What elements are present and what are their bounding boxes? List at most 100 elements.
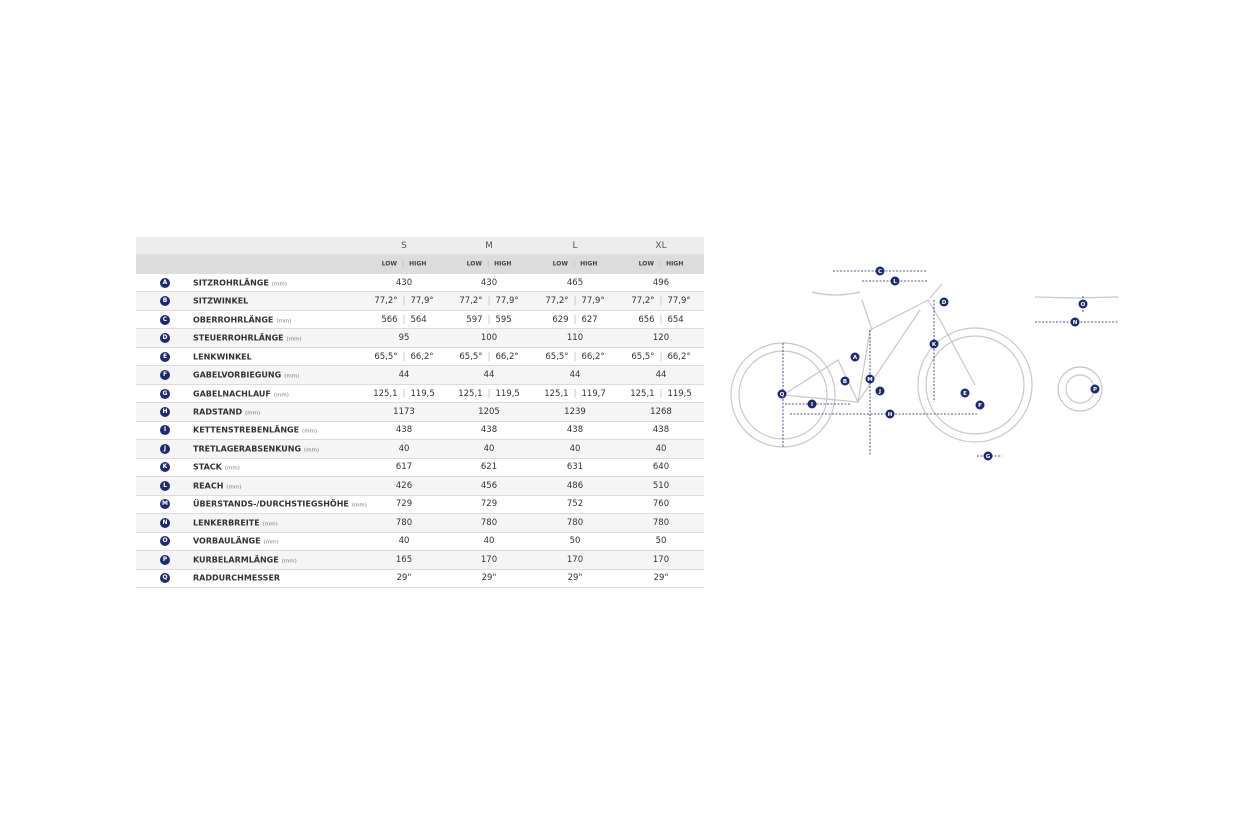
mode-labels: LOW | HIGH bbox=[639, 261, 684, 268]
value-cell: 170 bbox=[481, 555, 497, 565]
row-name-text: RADDURCHMESSER bbox=[193, 573, 281, 583]
value: 621 bbox=[480, 462, 498, 473]
value: 456 bbox=[480, 480, 498, 491]
diagram-label: D bbox=[942, 300, 947, 306]
value-cell: 656 | 654 bbox=[638, 315, 683, 325]
row-letter: H bbox=[160, 407, 170, 418]
value-cell: 640 bbox=[653, 462, 669, 472]
row-unit: (mm) bbox=[351, 502, 367, 509]
value: 1173 bbox=[393, 407, 415, 418]
row-name-text: VORBAULÄNGE bbox=[193, 536, 261, 546]
value: 752 bbox=[566, 499, 584, 510]
diagram-labels: A B C D E F G H I J K L M N O P Q bbox=[777, 266, 1100, 461]
label-dot bbox=[960, 388, 970, 398]
value-cell: 729 bbox=[396, 499, 412, 509]
value-cell: 65,5° | 66,2° bbox=[545, 352, 604, 362]
value: 29" bbox=[653, 573, 669, 584]
row-name: KETTENSTREBENLÄNGE (mm) bbox=[193, 426, 317, 435]
divider: | bbox=[658, 260, 662, 268]
table-row: I KETTENSTREBENLÄNGE (mm) 438 438 438 438 bbox=[136, 422, 704, 441]
row-name: SITZWINKEL bbox=[193, 297, 248, 306]
value: 65,5° bbox=[631, 351, 655, 362]
value-cell: 629 | 627 bbox=[552, 315, 597, 325]
table-row: G GABELNACHLAUF (mm) 125,1 | 119,5 125,1 | 119,5… bbox=[136, 385, 704, 404]
row-letter: I bbox=[160, 425, 170, 436]
row-unit: (mm) bbox=[245, 410, 261, 417]
value: 617 bbox=[395, 462, 413, 473]
value: 729 bbox=[395, 499, 413, 510]
value: 430 bbox=[395, 277, 413, 288]
value-cell: 40 bbox=[399, 444, 410, 454]
mode-labels: LOW | HIGH bbox=[553, 261, 598, 268]
row-letter: C bbox=[160, 314, 170, 325]
value-cell: 125,1 | 119,5 bbox=[373, 389, 435, 399]
value: 631 bbox=[566, 462, 584, 473]
value: 40 bbox=[569, 443, 581, 454]
diagram-label: Q bbox=[780, 392, 785, 398]
table-row: Q RADDURCHMESSER 29" 29" 29" 29" bbox=[136, 570, 704, 588]
row-name-text: OBERROHRLÄNGE bbox=[193, 315, 274, 325]
value: 44 bbox=[569, 370, 581, 381]
value: 44 bbox=[398, 370, 410, 381]
row-name: STEUERROHRLÄNGE (mm) bbox=[193, 334, 302, 343]
divider: | bbox=[573, 296, 577, 307]
diagram-label: F bbox=[978, 403, 982, 409]
value: 627 bbox=[581, 314, 598, 325]
row-letter: O bbox=[160, 536, 170, 547]
label-dot bbox=[777, 389, 787, 399]
row-letter: L bbox=[160, 480, 170, 491]
row-name-text: RADSTAND bbox=[193, 407, 243, 417]
row-name: RADDURCHMESSER bbox=[193, 574, 280, 583]
row-name: LENKERBREITE (mm) bbox=[193, 518, 278, 527]
value: 77,9° bbox=[581, 296, 605, 307]
table-row: O VORBAULÄNGE (mm) 40 40 50 50 bbox=[136, 533, 704, 552]
row-unit: (mm) bbox=[263, 539, 279, 546]
value: 65,5° bbox=[374, 351, 398, 362]
diagram-label: K bbox=[932, 342, 937, 348]
diagram-label: N bbox=[1073, 320, 1078, 326]
value: 77,2° bbox=[459, 296, 483, 307]
diagram-label: M bbox=[867, 377, 872, 383]
row-letter: N bbox=[160, 517, 170, 528]
dimension-lines bbox=[782, 270, 1118, 457]
mode-labels: LOW | HIGH bbox=[382, 261, 427, 268]
row-letter: F bbox=[160, 370, 170, 381]
row-letter: M bbox=[160, 499, 170, 510]
row-name: GABELNACHLAUF (mm) bbox=[193, 389, 289, 398]
divider: | bbox=[487, 296, 491, 307]
diagram-label: I bbox=[811, 402, 813, 408]
divider: | bbox=[659, 296, 663, 307]
row-unit: (mm) bbox=[284, 373, 300, 380]
label-dot bbox=[929, 339, 939, 349]
divider: | bbox=[486, 260, 490, 268]
row-name-text: SITZROHRLÄNGE bbox=[193, 278, 269, 288]
table-row: F GABELVORBIEGUNG (mm) 44 44 44 44 bbox=[136, 366, 704, 385]
value-cell: 100 bbox=[481, 333, 497, 343]
value: 170 bbox=[652, 554, 670, 565]
row-unit: (mm) bbox=[281, 558, 297, 565]
row-name-text: ÜBERSTANDS-/DURCHSTIEGSHÖHE bbox=[193, 499, 349, 509]
value: 760 bbox=[652, 499, 670, 510]
value: 77,2° bbox=[545, 296, 569, 307]
value-cell: 44 bbox=[570, 370, 581, 380]
value: 780 bbox=[652, 517, 670, 528]
value: 780 bbox=[395, 517, 413, 528]
row-name-text: GABELNACHLAUF bbox=[193, 389, 271, 399]
row-unit: (mm) bbox=[262, 521, 278, 528]
row-name-text: STEUERROHRLÄNGE bbox=[193, 333, 284, 343]
value: 119,7 bbox=[581, 388, 606, 399]
value: 566 bbox=[381, 314, 398, 325]
value: 29" bbox=[481, 573, 497, 584]
mode-high: HIGH bbox=[409, 260, 427, 268]
row-name: ÜBERSTANDS-/DURCHSTIEGSHÖHE (mm) bbox=[193, 500, 367, 509]
value: 729 bbox=[480, 499, 498, 510]
value-cell: 95 bbox=[399, 333, 410, 343]
value: 77,2° bbox=[631, 296, 655, 307]
row-name-text: GABELVORBIEGUNG bbox=[193, 370, 282, 380]
value-cell: 125,1 | 119,5 bbox=[458, 389, 520, 399]
value: 170 bbox=[480, 554, 498, 565]
value-cell: 1239 bbox=[564, 407, 586, 417]
divider: | bbox=[573, 314, 577, 325]
row-letter: Q bbox=[160, 573, 170, 584]
value: 40 bbox=[483, 443, 495, 454]
